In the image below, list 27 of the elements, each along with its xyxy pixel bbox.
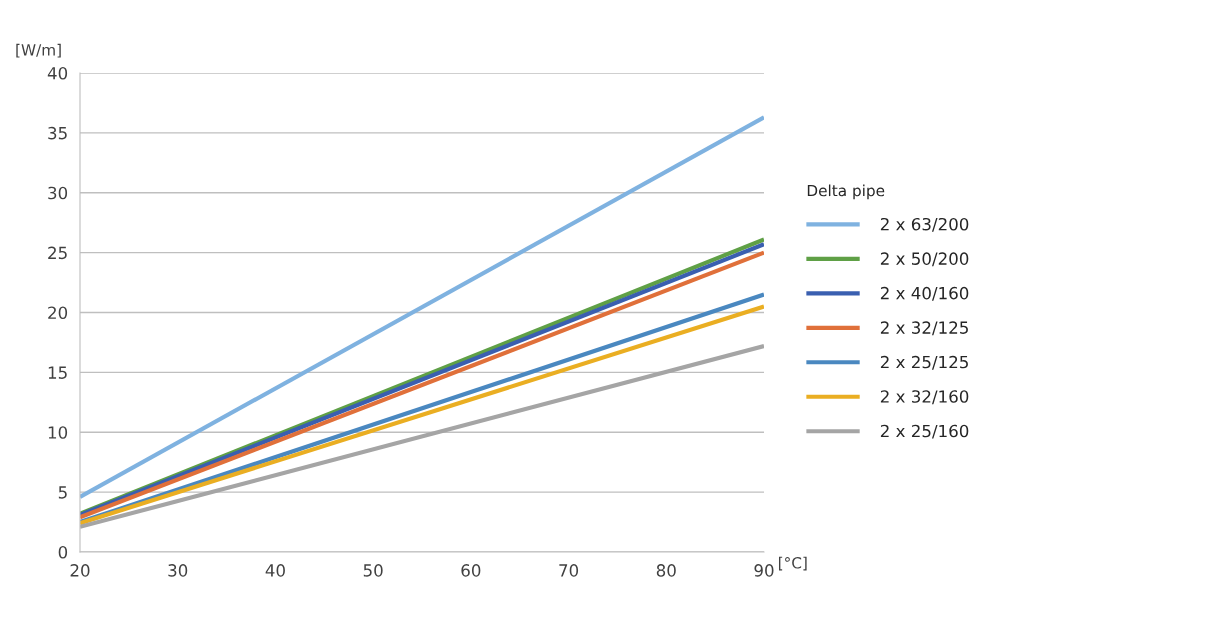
legend-label: 2 x 32/125 [880,321,968,336]
x-tick-label: 20 [70,564,90,577]
y-tick-label: 40 [47,66,68,80]
x-tick-label: 70 [559,564,579,577]
y-tick-label: 15 [48,366,67,379]
y-tick-label: 20 [48,306,68,320]
x-tick-label: 30 [168,564,188,577]
legend-label: 2 x 50/200 [880,252,969,267]
x-axis-title: [°C] [778,556,807,571]
y-tick-label: 5 [58,486,67,499]
y-tick-label: 10 [48,426,68,439]
legend-label: 2 x 32/160 [880,390,969,405]
y-tick-label: 25 [48,246,67,260]
y-tick-label: 35 [48,126,67,140]
x-tick-label: 60 [461,564,481,577]
x-tick-label: 50 [363,564,383,577]
legend-label: 2 x 63/200 [880,217,969,232]
y-tick-label: 0 [58,545,68,559]
legend-label: 2 x 25/125 [880,355,968,370]
y-tick-label: 30 [48,186,68,200]
y-axis-title: [W/m] [16,43,61,58]
x-tick-label: 80 [656,564,676,577]
x-tick-label: 40 [265,564,285,577]
legend-label: 2 x 25/160 [880,424,969,439]
legend-label: 2 x 40/160 [880,286,969,301]
x-tick-label: 90 [754,564,774,577]
legend-title: Delta pipe [807,184,885,200]
